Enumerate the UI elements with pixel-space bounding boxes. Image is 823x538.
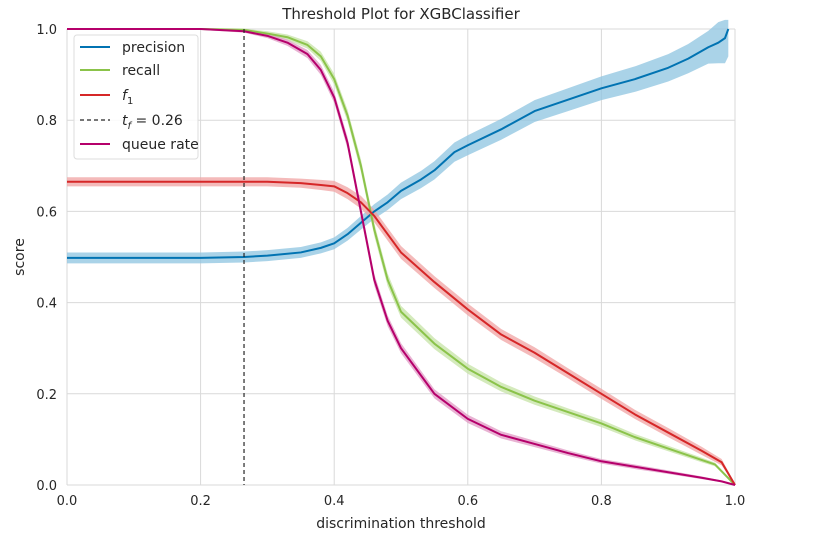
series-lines xyxy=(67,28,736,486)
tick-labels: 0.0 0.2 0.4 0.6 0.8 1.0 0.0 0.2 0.4 0.6 0.8 1.0 xyxy=(36,23,745,509)
y-tick-label: 0.6 xyxy=(36,205,57,220)
y-tick-label: 0.2 xyxy=(36,388,57,403)
x-axis-label: discrimination threshold xyxy=(316,516,486,532)
legend-threshold-main: t xyxy=(122,113,128,129)
legend-label-f1: f1 xyxy=(122,88,133,107)
x-tick-label: 0.8 xyxy=(591,494,612,509)
legend-frame xyxy=(73,34,199,160)
y-tick-label: 1.0 xyxy=(36,23,57,38)
x-tick-label: 0.2 xyxy=(190,494,211,509)
y-tick-label: 0.8 xyxy=(36,114,57,129)
x-tick-label: 0.0 xyxy=(57,494,78,509)
legend-f1-sub: 1 xyxy=(127,96,133,107)
line-precision xyxy=(67,28,730,259)
x-tick-label: 0.4 xyxy=(324,494,345,509)
y-axis-label: score xyxy=(12,238,28,276)
legend-label-precision: precision xyxy=(122,40,185,56)
chart-title: Threshold Plot for XGBClassifier xyxy=(281,5,520,23)
legend-label-recall: recall xyxy=(122,63,160,79)
legend-label-queue-rate: queue rate xyxy=(122,137,199,153)
line-recall xyxy=(67,28,736,486)
y-tick-label: 0.4 xyxy=(36,297,57,312)
y-tick-label: 0.0 xyxy=(36,479,57,494)
line-f1 xyxy=(67,180,736,486)
legend-threshold-sub: f xyxy=(128,121,133,132)
x-tick-label: 0.6 xyxy=(457,494,478,509)
x-tick-label: 1.0 xyxy=(725,494,746,509)
legend-label-threshold: tf = 0.26 xyxy=(122,113,183,132)
line-queue-rate xyxy=(67,28,736,486)
legend: precision recall f1 tf = 0.26 queue rate xyxy=(73,34,199,160)
legend-f1-main: f xyxy=(122,88,129,104)
legend-threshold-value: = 0.26 xyxy=(131,113,183,129)
